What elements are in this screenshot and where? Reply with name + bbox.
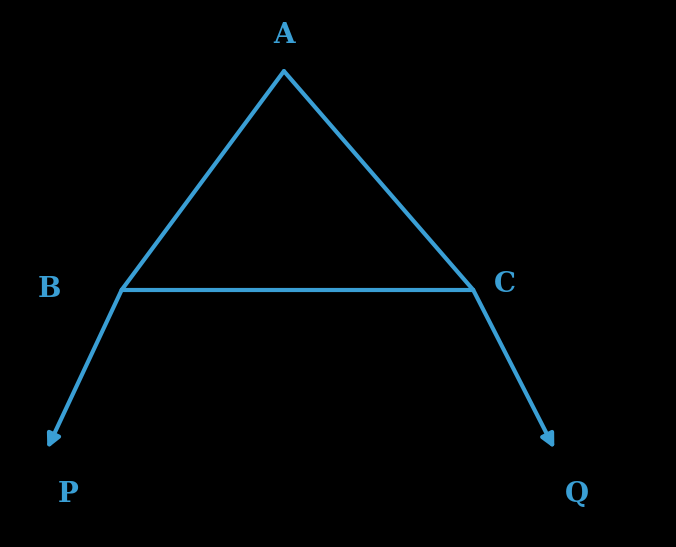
Text: A: A (273, 22, 295, 49)
Text: Q: Q (564, 481, 589, 508)
Text: P: P (57, 481, 78, 508)
Text: C: C (493, 271, 516, 298)
Text: B: B (37, 276, 61, 304)
